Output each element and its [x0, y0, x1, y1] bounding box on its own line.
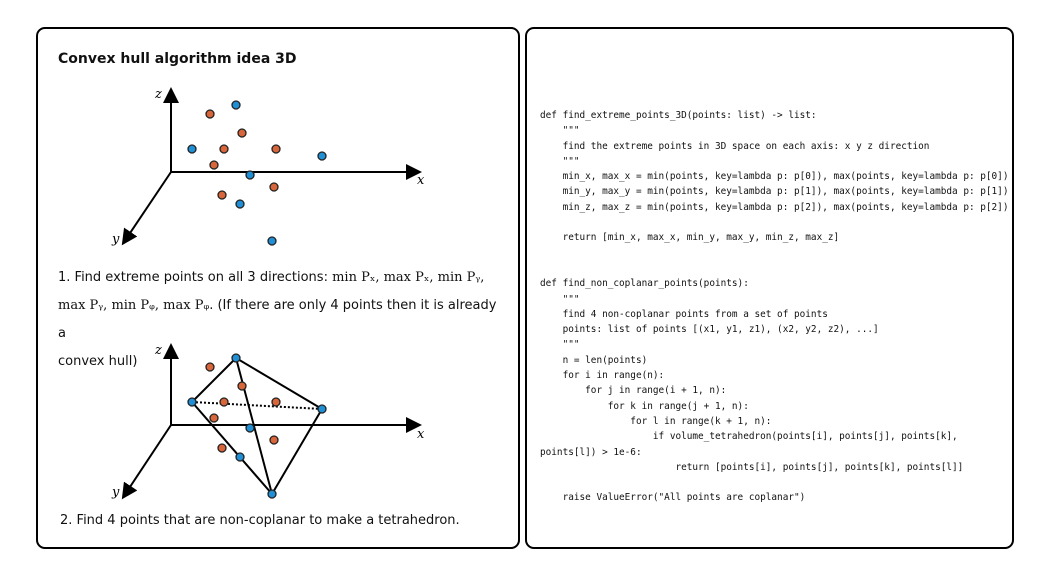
point-orange — [269, 435, 279, 445]
code-line: for l in range(k + 1, n): — [540, 415, 772, 427]
code-line: min_x, max_x = min(points, key=lambda p:… — [540, 171, 1009, 183]
points — [187, 353, 327, 499]
code-line: """ — [540, 339, 580, 351]
point-orange — [205, 109, 215, 119]
y-axis — [121, 171, 172, 246]
code-line: """ — [540, 293, 580, 305]
z-axis-label: z — [154, 87, 162, 102]
code-line: """ — [540, 125, 580, 137]
step-1-math-2: max Pᵧ, min Pᵩ, max Pᵩ — [58, 298, 210, 313]
point-orange — [271, 144, 281, 154]
code-line — [540, 475, 1008, 490]
code-line: raise ValueError("All points are coplana… — [540, 492, 806, 504]
code-line: points[l]) > 1e-6: — [540, 446, 642, 458]
y-axis-label: y — [111, 232, 120, 247]
points — [187, 100, 327, 246]
point-orange — [209, 160, 219, 170]
code-line: def find_non_coplanar_points(points): — [540, 278, 749, 290]
point-blue — [235, 199, 245, 209]
point-orange — [237, 128, 247, 138]
code-line: find 4 non-coplanar points from a set of… — [540, 308, 828, 320]
code-line — [540, 261, 1008, 276]
y-axis-label: y — [111, 485, 120, 500]
point-orange — [205, 362, 215, 372]
code-line: n = len(points) — [540, 354, 648, 366]
hidden-edge — [191, 401, 323, 410]
code-line — [540, 215, 1008, 230]
figure-tetrahedron: z x y — [111, 343, 425, 500]
point-orange — [219, 144, 229, 154]
code-line: for i in range(n): — [540, 370, 665, 382]
step-1-line-3: convex hull) — [58, 354, 138, 369]
point-orange — [217, 190, 227, 200]
step-2-text: 2. Find 4 points that are non-coplanar t… — [60, 513, 460, 528]
diagram-title: Convex hull algorithm idea 3D — [58, 51, 297, 67]
x-axis-label: x — [417, 173, 425, 188]
point-blue — [231, 100, 241, 110]
point-orange — [219, 397, 229, 407]
point-blue — [235, 452, 245, 462]
point-orange — [271, 397, 281, 407]
step-1-text: 1. Find extreme points on all 3 directio… — [58, 264, 508, 376]
code-line: find the extreme points in 3D space on e… — [540, 140, 930, 152]
point-orange — [217, 443, 227, 453]
z-axis-label: z — [154, 343, 162, 358]
point-blue — [187, 144, 197, 154]
point-orange — [237, 381, 247, 391]
step-1-math-1: min Pₓ, max Pₓ, min Pᵧ, — [332, 270, 485, 285]
code-line: if volume_tetrahedron(points[i], points[… — [540, 431, 958, 443]
code-line — [540, 246, 1008, 261]
code-block: def find_extreme_points_3D(points: list)… — [540, 108, 1008, 506]
y-axis — [121, 424, 172, 500]
point-orange — [209, 413, 219, 423]
axes — [121, 87, 422, 246]
edge — [235, 357, 323, 410]
code-line: return [min_x, max_x, min_y, max_y, min_… — [540, 232, 840, 244]
point-orange — [269, 182, 279, 192]
vertex-blue — [231, 353, 241, 363]
vertex-blue — [187, 397, 197, 407]
code-line: points: list of points [(x1, y1, z1), (x… — [540, 324, 879, 336]
x-axis-label: x — [417, 427, 425, 442]
code-line: min_z, max_z = min(points, key=lambda p:… — [540, 201, 1009, 213]
code-line: """ — [540, 155, 580, 167]
point-blue — [245, 170, 255, 180]
vertex-blue — [317, 404, 327, 414]
edge — [191, 357, 237, 403]
edge — [271, 408, 323, 495]
code-panel: def find_extreme_points_3D(points: list)… — [525, 27, 1014, 549]
left-panel: Convex hull algorithm idea 3D z x y — [36, 27, 520, 549]
code-line: for k in range(j + 1, n): — [540, 400, 749, 412]
code-line: for j in range(i + 1, n): — [540, 385, 727, 397]
point-blue — [267, 236, 277, 246]
code-line: min_y, max_y = min(points, key=lambda p:… — [540, 186, 1009, 198]
figure-extreme-points: z x y — [111, 87, 425, 247]
code-line: def find_extreme_points_3D(points: list)… — [540, 110, 817, 121]
edge — [191, 401, 273, 495]
axes — [121, 343, 422, 500]
point-blue — [317, 151, 327, 161]
vertex-blue — [267, 489, 277, 499]
code-line: return [points[i], points[j], points[k],… — [540, 461, 964, 473]
step-1-line-1: 1. Find extreme points on all 3 directio… — [58, 270, 333, 285]
step-1-line-2: . (If there are only 4 points then it is… — [58, 298, 497, 341]
point-blue — [245, 423, 255, 433]
